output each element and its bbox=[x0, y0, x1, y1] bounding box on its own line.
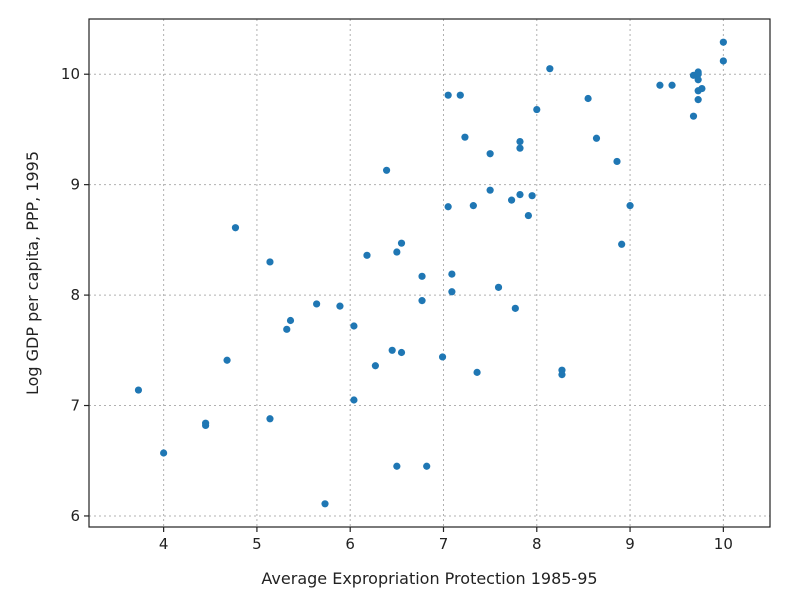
data-point bbox=[524, 211, 532, 220]
data-point bbox=[613, 157, 621, 166]
y-tick-label: 6 bbox=[70, 507, 80, 525]
x-axis-label: Average Expropriation Protection 1985-95 bbox=[261, 569, 597, 588]
data-point bbox=[321, 500, 329, 508]
data-point bbox=[516, 137, 524, 146]
data-point bbox=[134, 386, 143, 394]
data-point bbox=[533, 105, 541, 114]
data-point bbox=[382, 166, 391, 174]
data-point bbox=[444, 91, 452, 99]
data-point bbox=[592, 134, 601, 142]
data-point bbox=[694, 96, 702, 104]
y-tick-label: 10 bbox=[61, 65, 80, 83]
data-point bbox=[418, 297, 426, 305]
plot-frame bbox=[88, 18, 771, 528]
data-point bbox=[719, 57, 727, 65]
data-point bbox=[473, 368, 481, 376]
data-point bbox=[456, 91, 464, 99]
data-point bbox=[689, 112, 698, 120]
x-tick-label: 7 bbox=[439, 535, 449, 553]
data-point bbox=[486, 150, 494, 158]
data-point bbox=[486, 186, 494, 194]
data-point bbox=[626, 202, 634, 210]
data-points bbox=[134, 38, 727, 508]
data-point bbox=[283, 325, 291, 333]
data-point bbox=[397, 239, 406, 247]
data-point bbox=[448, 288, 456, 296]
data-point bbox=[584, 94, 592, 103]
x-tick-label: 6 bbox=[345, 535, 355, 553]
data-point bbox=[448, 270, 456, 278]
data-point bbox=[528, 192, 536, 200]
axis-ticks: 4 5 6 7 8 9 10 6 7 8 9 10 bbox=[61, 65, 733, 553]
data-point bbox=[516, 190, 524, 199]
y-tick-label: 8 bbox=[70, 286, 80, 304]
y-axis-label: Log GDP per capita, PPP, 1995 bbox=[23, 151, 42, 395]
data-point bbox=[444, 203, 452, 211]
data-point bbox=[511, 304, 519, 312]
x-tick-label: 8 bbox=[532, 535, 542, 553]
data-point bbox=[393, 248, 401, 256]
y-tick-label: 7 bbox=[70, 397, 80, 415]
data-point bbox=[438, 353, 447, 361]
data-point bbox=[350, 322, 358, 330]
data-point bbox=[418, 272, 426, 280]
data-point bbox=[223, 356, 231, 364]
data-point bbox=[388, 346, 396, 354]
x-tick-label: 4 bbox=[159, 535, 169, 553]
data-point bbox=[558, 371, 566, 379]
data-point bbox=[371, 362, 379, 370]
data-point bbox=[363, 251, 371, 259]
data-point bbox=[516, 144, 524, 152]
data-point bbox=[286, 316, 295, 325]
data-point bbox=[507, 196, 516, 204]
data-point bbox=[719, 38, 727, 46]
data-point bbox=[202, 419, 210, 427]
grid bbox=[89, 19, 770, 527]
data-point bbox=[698, 84, 706, 93]
data-point bbox=[618, 240, 626, 248]
data-point bbox=[469, 202, 477, 210]
x-tick-label: 9 bbox=[625, 535, 635, 553]
data-point bbox=[393, 462, 401, 470]
data-point bbox=[461, 133, 469, 141]
data-point bbox=[336, 302, 344, 310]
data-point bbox=[546, 65, 554, 73]
data-point bbox=[694, 76, 702, 84]
y-tick-label: 9 bbox=[70, 176, 80, 194]
data-point bbox=[266, 258, 274, 266]
data-point bbox=[423, 462, 431, 470]
x-tick-label: 10 bbox=[714, 535, 733, 553]
data-point bbox=[350, 396, 358, 404]
data-point bbox=[231, 224, 240, 232]
data-point bbox=[494, 283, 503, 291]
data-point bbox=[656, 81, 664, 89]
data-point bbox=[160, 449, 168, 457]
data-point bbox=[313, 300, 321, 308]
data-point bbox=[668, 81, 676, 89]
data-point bbox=[694, 70, 702, 78]
data-point bbox=[266, 415, 274, 423]
data-point bbox=[397, 348, 406, 357]
x-tick-label: 5 bbox=[252, 535, 262, 553]
